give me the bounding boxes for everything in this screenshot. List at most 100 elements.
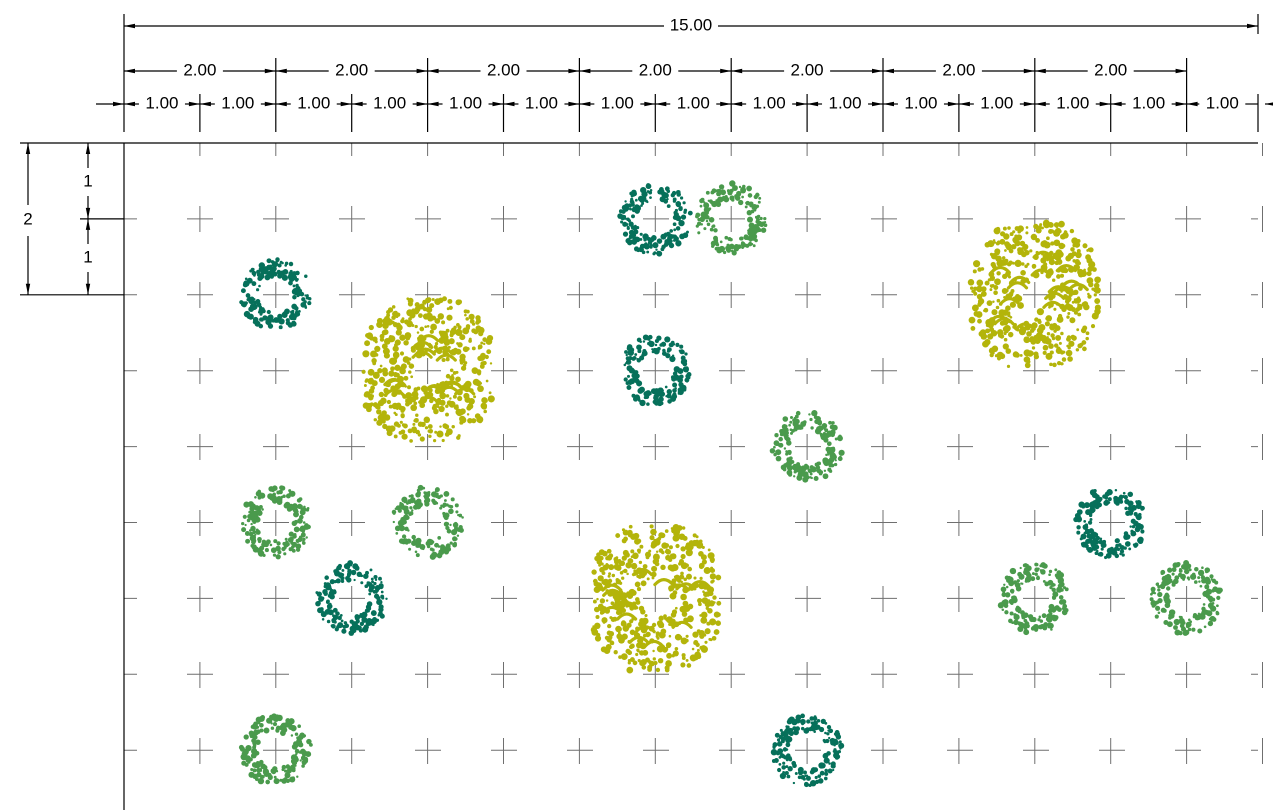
one-unit-dimension-label: 1.00 [221, 93, 254, 112]
one-unit-dimension-arrow [351, 101, 363, 107]
one-unit-dimension-arrow [427, 101, 439, 107]
one-unit-dimension-label: 1.00 [829, 93, 862, 112]
green-shrub [241, 485, 311, 560]
green-shrub [997, 562, 1069, 636]
green-shrub [769, 410, 845, 483]
plan-border [123, 142, 1258, 810]
one-unit-dimension-arrow [796, 101, 808, 107]
one-unit-dimension-label: 1.00 [297, 93, 330, 112]
one-unit-dimension-arrow [579, 101, 591, 107]
overall-dimension-arrow [1247, 23, 1258, 29]
one-unit-dimension-label: 1.00 [1206, 93, 1239, 112]
one-unit-dimension-arrow [1099, 101, 1111, 107]
two-unit-dimension-arrow [1034, 68, 1046, 74]
planting-grid [124, 143, 1263, 810]
one-unit-dimension-label: 1.00 [145, 93, 178, 112]
one-unit-dimension-label: 1.00 [449, 93, 482, 112]
green-shrub [695, 180, 768, 256]
one-unit-dimension-arrow [124, 101, 135, 107]
one-unit-dimension-label: 1.00 [1132, 93, 1165, 112]
one-unit-dimension-arrow [1110, 101, 1122, 107]
two-unit-dimension-arrow [883, 68, 894, 74]
one-unit-dimension-label: 1.00 [753, 93, 786, 112]
dimension-layer: 15.00 2.00 2.00 2.00 2.00 2.00 2.00 2.00 1.00 1.0… [20, 14, 1273, 296]
green-shrub [1149, 560, 1223, 636]
one-unit-dimension-arrow [644, 101, 656, 107]
one-unit-dimension-arrow [1265, 102, 1273, 106]
one-unit-dimension-arrow [1175, 101, 1187, 107]
one-unit-dimension-arrow [807, 101, 819, 107]
two-unit-dimension-arrow [872, 68, 883, 74]
two-unit-dimension-arrow [1023, 68, 1035, 74]
green-shrub [391, 484, 464, 560]
green-shrub [238, 713, 313, 785]
two-unit-dimension-label: 2.00 [1094, 60, 1127, 79]
one-unit-dimension-arrow [568, 101, 580, 107]
one-unit-dimension-arrow [340, 101, 352, 107]
two-unit-dimension-label: 2.00 [335, 60, 368, 79]
one-unit-dimension-label: 1.00 [525, 93, 558, 112]
one-unit-dimension-label: 1.00 [1056, 93, 1089, 112]
two-unit-dimension-arrow [124, 68, 135, 74]
one-unit-dimension-arrow [958, 101, 970, 107]
olive-tree [361, 296, 495, 443]
overall-dimension-arrow [124, 23, 135, 29]
two-unit-dimension-arrow [264, 68, 276, 74]
two-unit-dimension-arrow [427, 68, 439, 74]
two-unit-dimension-label: 2.00 [942, 60, 975, 79]
one-unit-dimension-arrow [655, 101, 667, 107]
two-unit-dimension-arrow [731, 68, 743, 74]
two-unit-dimension-label: 2.00 [791, 60, 824, 79]
one-unit-dimension-arrow [275, 101, 287, 107]
one-unit-dimension-arrow [883, 101, 894, 107]
two-unit-dimension-label: 2.00 [639, 60, 672, 79]
one-unit-dimension-arrow [872, 101, 883, 107]
vertical-total-dimension-arrow [25, 143, 31, 154]
one-unit-dimension-label: 1.00 [904, 93, 937, 112]
one-unit-dimension-arrow [188, 101, 200, 107]
one-unit-dimension-label: 1.00 [373, 93, 406, 112]
one-unit-dimension-arrow [720, 101, 732, 107]
olive-tree [967, 219, 1101, 369]
one-unit-dimension-label: 1.00 [677, 93, 710, 112]
two-unit-dimension-arrow [579, 68, 591, 74]
one-unit-dimension-label: 1.00 [980, 93, 1013, 112]
one-unit-dimension-arrow [1186, 101, 1198, 107]
vertical-total-dimension-arrow [25, 283, 31, 295]
two-unit-dimension-arrow [1175, 68, 1187, 74]
teal-shrub [617, 183, 693, 257]
vertical-part-dimension-arrow [85, 207, 91, 219]
olive-tree [590, 523, 722, 674]
vertical-part-dimension-arrow [85, 218, 91, 230]
two-unit-dimension-arrow [568, 68, 580, 74]
two-unit-dimension-arrow [416, 68, 428, 74]
two-unit-dimension-label: 2.00 [487, 60, 520, 79]
overall-dimension-label: 15.00 [670, 15, 713, 34]
one-unit-dimension-arrow [503, 101, 515, 107]
vertical-part-dimension-arrow [85, 143, 91, 154]
vertical-part-dimension-arrow [85, 283, 91, 295]
teal-shrub [239, 257, 312, 330]
one-unit-dimension-arrow [1023, 101, 1035, 107]
one-unit-dimension-arrow [947, 101, 959, 107]
one-unit-dimension-arrow [113, 101, 124, 107]
one-unit-dimension-arrow [492, 101, 504, 107]
one-unit-dimension-arrow [731, 101, 743, 107]
teal-shrub [315, 560, 388, 636]
vertical-total-dimension-label: 2 [23, 209, 32, 228]
two-unit-dimension-arrow [275, 68, 287, 74]
one-unit-dimension-arrow [264, 101, 276, 107]
vertical-part-dimension-label: 1 [83, 171, 92, 190]
one-unit-dimension-arrow [199, 101, 211, 107]
plant-layer [238, 180, 1223, 788]
teal-shrub [623, 334, 692, 407]
one-unit-dimension-arrow [1034, 101, 1046, 107]
teal-shrub [770, 713, 845, 788]
vertical-part-dimension-label: 1 [83, 247, 92, 266]
teal-shrub [1073, 488, 1145, 560]
two-unit-dimension-arrow [720, 68, 732, 74]
one-unit-dimension-label: 1.00 [601, 93, 634, 112]
two-unit-dimension-label: 2.00 [183, 60, 216, 79]
one-unit-dimension-arrow [416, 101, 428, 107]
